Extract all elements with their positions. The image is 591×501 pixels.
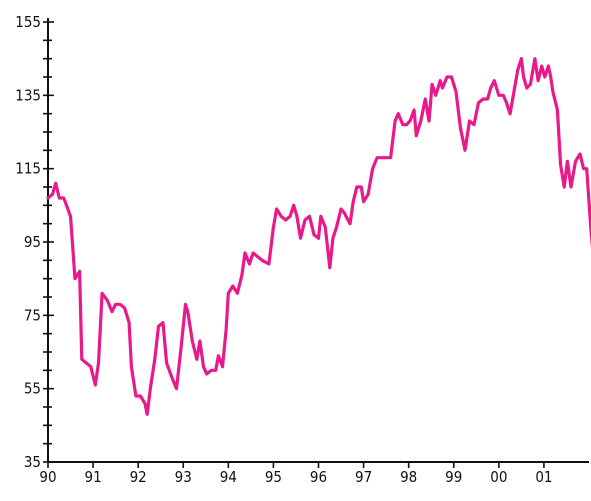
x-tick-label: 93: [175, 468, 192, 486]
x-tick-label: 94: [220, 468, 237, 486]
x-tick-label: 98: [400, 468, 417, 486]
series-group: [46, 57, 591, 416]
y-tick-label: 115: [15, 160, 41, 178]
x-tick-label: 92: [130, 468, 147, 486]
y-tick-label: 135: [15, 86, 41, 104]
x-tick-label: 99: [445, 468, 462, 486]
y-tick-label: 35: [24, 453, 41, 471]
y-tick-label: 155: [15, 13, 41, 31]
x-tick-label: 96: [310, 468, 327, 486]
y-tick-label: 55: [24, 380, 41, 398]
x-tick-label: 97: [355, 468, 372, 486]
x-tick-label: 00: [490, 468, 507, 486]
x-tick-label: 90: [39, 468, 56, 486]
x-tick-label: 91: [84, 468, 101, 486]
series-line-1: [46, 57, 591, 416]
y-tick-label: 95: [24, 233, 41, 251]
x-tick-label: 95: [265, 468, 282, 486]
x-tick-label: 01: [535, 468, 552, 486]
x-axis: 90 91 92 93 94 95 96 97 98 99 00 01: [39, 461, 589, 486]
y-tick-label: 75: [24, 306, 41, 324]
y-axis: 35 55 75 95 115 135 155: [15, 13, 54, 471]
